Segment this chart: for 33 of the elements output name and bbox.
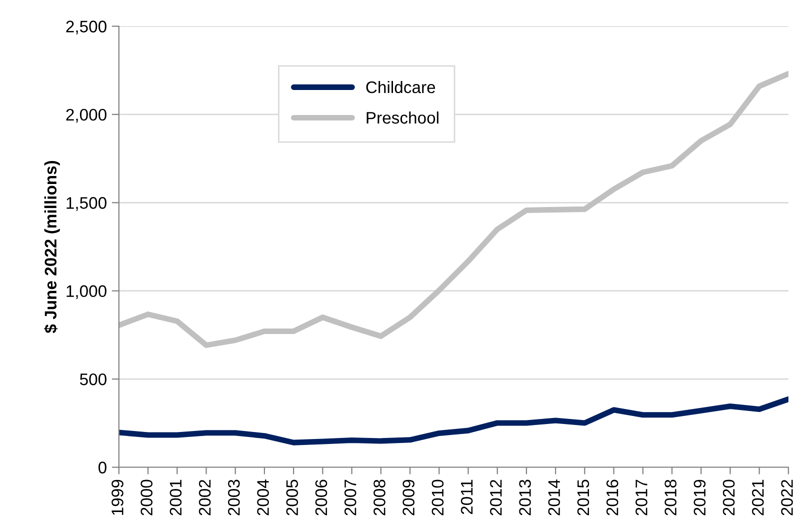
x-tick-label: 2006 <box>315 480 328 516</box>
x-tick-label: 2000 <box>140 480 152 516</box>
legend-label: Childcare <box>366 80 436 94</box>
x-tick-label: 2014 <box>548 480 560 516</box>
y-axis-title: $ June 2022 (millions) <box>44 160 60 334</box>
x-tick-label: 2003 <box>228 480 240 516</box>
x-tick-label: 2009 <box>402 480 414 516</box>
x-tick-label: 2019 <box>694 480 706 516</box>
x-tick-label: 2010 <box>432 480 444 516</box>
x-tick-label: 2022 <box>781 480 793 516</box>
x-tick-label: 2021 <box>752 480 764 516</box>
y-tick-label: 2,500 <box>66 20 106 34</box>
y-tick-label: 1,000 <box>66 285 106 300</box>
x-tick-label: 2012 <box>490 480 502 516</box>
y-tick-label: 2,000 <box>66 108 106 123</box>
x-tick-label: 2016 <box>606 480 618 516</box>
legend-label: Preschool <box>366 111 438 124</box>
x-tick-label: 2007 <box>344 480 356 516</box>
x-tick-label: 1999 <box>112 480 124 515</box>
y-tick-label: 0 <box>98 462 106 474</box>
x-tick-label: 2011 <box>460 480 473 514</box>
x-tick-label: 2001 <box>170 480 182 516</box>
x-tick-label: 2015 <box>577 480 590 516</box>
x-tick-label: 2005 <box>286 480 298 516</box>
x-tick-label: 2013 <box>519 480 531 516</box>
y-tick-label: 1,500 <box>66 197 106 211</box>
x-tick-label: 2020 <box>722 480 735 516</box>
x-tick-label: 2002 <box>198 480 211 516</box>
x-tick-label: 2008 <box>374 480 386 516</box>
y-tick-label: 500 <box>80 373 106 386</box>
x-tick-label: 2018 <box>664 480 676 516</box>
x-tick-label: 2017 <box>636 480 648 516</box>
x-tick-label: 2004 <box>257 480 269 516</box>
